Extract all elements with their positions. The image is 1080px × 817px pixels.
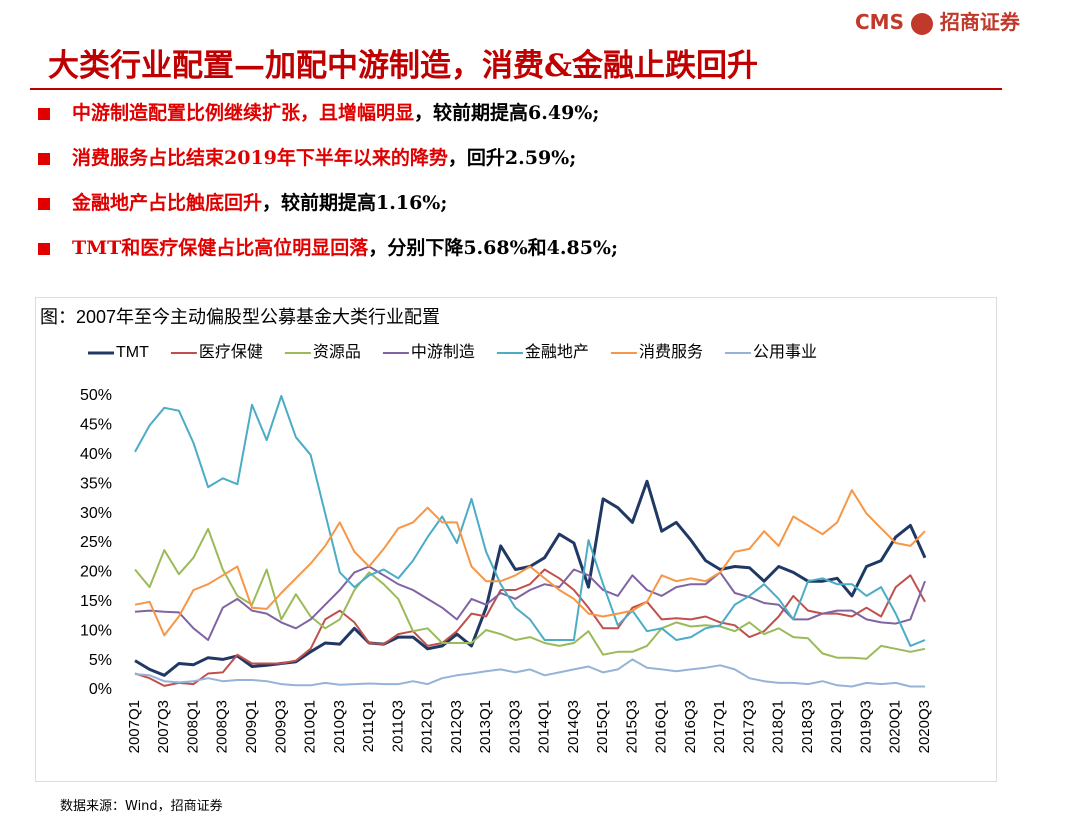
logo-icon [910,12,933,35]
bullet-highlight: TMT和医疗保健占比高位明显回落 [72,237,369,259]
source: 数据来源：Wind，招商证券 [60,799,223,814]
x-tick-label: 2013Q1 [477,700,494,753]
bullet-highlight: 金融地产占比触底回升 [72,192,263,214]
y-tick-label: 10% [80,622,112,639]
legend-label: 消费服务 [639,343,703,361]
x-tick-label: 2020Q1 [887,700,904,753]
x-tick-label: 2019Q3 [857,700,874,753]
x-tick-label: 2016Q1 [653,700,670,753]
legend-label: TMT [116,344,149,361]
legend-label: 中游制造 [411,343,475,361]
legend-label: 医疗保健 [199,343,263,361]
y-tick-label: 0% [89,681,112,698]
y-tick-label: 35% [80,475,112,492]
logo: CMS 招商证券 [855,6,1020,35]
legend-label: 公用事业 [753,343,817,361]
bullet: TMT和医疗保健占比高位明显回落，分别下降5.68%和4.85%; [38,233,618,260]
bullet-text: ，较前期提高6.49%; [414,102,600,124]
bullet: 金融地产占比触底回升，较前期提高1.16%; [38,188,447,215]
brand: CMS [855,10,904,34]
x-tick-label: 2019Q1 [828,700,845,753]
bullet-text: ，回升2.59%; [447,147,577,169]
x-tick-label: 2009Q3 [272,700,289,753]
chart-frame [35,297,997,782]
x-tick-label: 2012Q3 [448,700,465,753]
bullet: 消费服务占比结束2019年下半年以来的降势，回升2.59%; [38,143,576,170]
x-tick-label: 2015Q1 [594,700,611,753]
x-tick-label: 2016Q3 [682,700,699,753]
x-tick-label: 2010Q1 [302,700,319,753]
x-tick-label: 2011Q3 [389,700,406,752]
x-tick-label: 2017Q3 [740,700,757,753]
brand-cn: 招商证券 [939,10,1020,34]
x-tick-label: 2010Q3 [331,700,348,753]
series-line [134,568,926,687]
y-tick-label: 15% [80,593,112,610]
x-tick-label: 2020Q3 [916,700,933,753]
x-tick-label: 2018Q3 [799,700,816,753]
chart-title: 图：2007年至今主动偏股型公募基金大类行业配置 [40,307,440,327]
y-tick-label: 20% [80,564,112,581]
y-tick-label: 25% [80,534,112,551]
bullet-highlight: 中游制造配置比例继续扩张，且增幅明显 [72,102,415,124]
y-tick-label: 5% [89,652,112,669]
series-line [134,395,926,647]
y-tick-label: 40% [80,446,112,463]
x-tick-label: 2017Q1 [711,700,728,753]
title-rule [30,88,1002,90]
legend-label: 资源品 [313,343,361,361]
series-line [134,489,926,637]
x-tick-label: 2008Q3 [214,700,231,753]
x-tick-label: 2012Q1 [419,700,436,753]
series-line [134,479,927,677]
x-tick-label: 2014Q3 [565,700,582,753]
bullet-text: ，分别下降5.68%和4.85%; [368,237,618,259]
series-line [134,658,925,688]
x-tick-label: 2014Q1 [536,700,553,753]
y-tick-label: 30% [80,505,112,522]
x-tick-label: 2009Q1 [243,700,260,753]
slide-title: 大类行业配置—加配中游制造，消费&金融止跌回升 [48,48,758,84]
chart: 图：2007年至今主动偏股型公募基金大类行业配置 0% 5% 10% 15% 20% 25… [40,307,933,754]
y-tick-label: 45% [80,417,112,434]
x-tick-label: 2013Q3 [506,700,523,753]
y-tick-label: 50% [80,387,112,404]
x-tick-label: 2007Q1 [126,700,143,753]
x-tick-label: 2007Q3 [155,700,172,753]
series-line [134,527,926,660]
bullet-text: ，较前期提高1.16%; [262,192,448,214]
x-tick-label: 2011Q1 [360,700,377,752]
x-tick-label: 2018Q1 [770,700,787,753]
x-tick-label: 2008Q1 [184,700,201,753]
x-tick-label: 2015Q3 [623,700,640,753]
legend-label: 金融地产 [525,343,589,361]
bullet-highlight: 消费服务占比结束2019年下半年以来的降势 [72,147,448,169]
bullet: 中游制造配置比例继续扩张，且增幅明显，较前期提高6.49%; [38,98,599,125]
